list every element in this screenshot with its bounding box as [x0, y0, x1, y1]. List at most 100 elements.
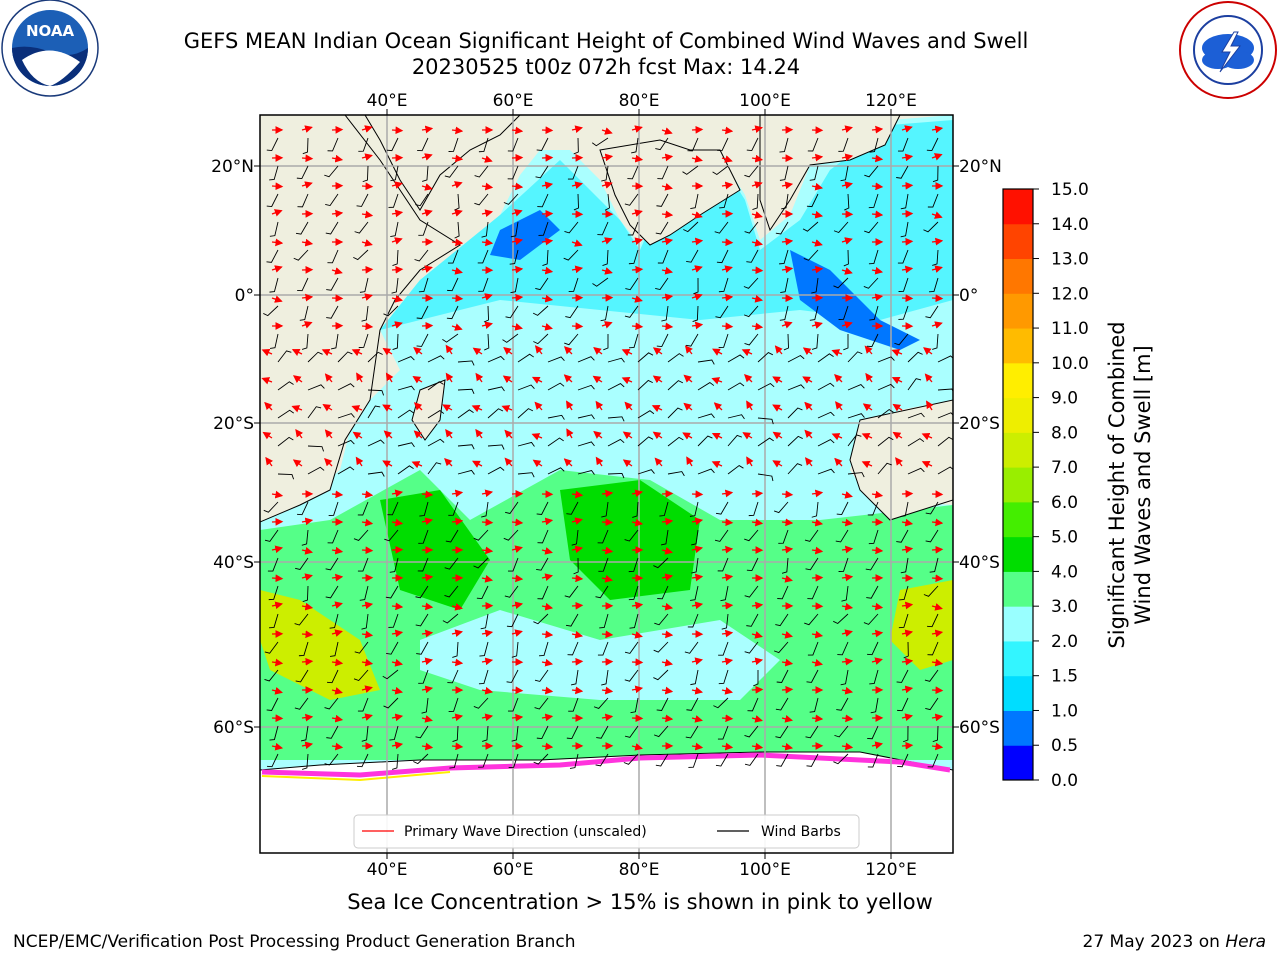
wind-barb: [775, 613, 789, 627]
wave-direction-arrow: [661, 573, 674, 582]
wave-direction-arrow: [721, 714, 734, 723]
wind-barb: [607, 383, 625, 391]
wind-barb: [444, 165, 459, 178]
wave-direction-arrow: [541, 573, 554, 581]
wind-barb: [686, 249, 699, 263]
wind-barb: [388, 193, 399, 208]
wind-barb: [817, 411, 835, 419]
wind-barb: [926, 137, 939, 152]
wave-direction-arrow: [841, 573, 854, 582]
colorbar-tick-label: 8.0: [1051, 423, 1078, 443]
wind-barb: [847, 472, 865, 478]
wind-barb: [744, 333, 759, 346]
wave-direction-arrow: [271, 658, 284, 667]
wind-barb: [900, 501, 909, 518]
wind-barb: [473, 529, 489, 541]
wind-barb: [565, 613, 579, 627]
colorbar-tick-label: 7.0: [1051, 458, 1078, 478]
wind-barb: [356, 753, 369, 768]
wind-barb: [418, 529, 429, 544]
wave-direction-arrow: [781, 685, 794, 694]
wind-barb: [697, 359, 715, 365]
wave-direction-arrow: [751, 518, 764, 527]
wind-barb: [391, 277, 399, 294]
wave-direction-arrow: [661, 714, 674, 723]
wind-barb: [480, 613, 489, 630]
wind-barb: [744, 221, 759, 234]
wind-barb: [807, 585, 819, 600]
colorbar-tick-label: 5.0: [1051, 528, 1078, 548]
wind-barb: [517, 353, 534, 363]
wave-direction-arrow: [781, 575, 793, 583]
wind-barb: [326, 725, 339, 739]
wave-direction-arrow: [481, 574, 494, 583]
wind-barb: [867, 641, 879, 656]
wind-barb: [907, 438, 925, 447]
wave-direction-arrow: [751, 742, 764, 751]
wave-direction-arrow: [563, 374, 573, 383]
wind-barb: [601, 669, 609, 686]
wave-direction-arrow: [601, 574, 614, 583]
wind-barb: [534, 697, 549, 710]
wind-barb: [727, 434, 743, 447]
wave-direction-arrow: [811, 182, 824, 191]
wave-direction-arrow: [481, 238, 494, 247]
wind-barb: [567, 165, 579, 180]
wind-barb: [482, 725, 489, 742]
wave-direction-arrow: [271, 238, 284, 247]
wind-barb: [624, 305, 639, 318]
wind-barb: [533, 333, 549, 345]
wave-direction-arrow: [411, 461, 423, 469]
wave-direction-arrow: [931, 211, 943, 219]
wind-barb: [656, 697, 669, 711]
wind-barb: [294, 613, 309, 626]
wind-barb: [264, 669, 279, 682]
wind-barb: [727, 354, 745, 363]
footer-date-text: 27 May 2023 on: [1082, 932, 1226, 952]
wind-barb: [474, 165, 489, 178]
wave-direction-arrow: [841, 321, 853, 329]
wave-direction-arrow: [531, 433, 543, 441]
lat-tick-left-20s: 20°S: [213, 414, 254, 434]
wind-barb: [907, 351, 923, 363]
wave-direction-arrow: [451, 489, 464, 498]
wind-barb: [809, 305, 819, 321]
wave-direction-arrow: [741, 349, 753, 357]
wave-direction-arrow: [631, 489, 644, 498]
wave-direction-arrow: [926, 400, 934, 411]
wave-direction-arrow: [661, 210, 674, 219]
wind-barb: [863, 277, 879, 289]
wave-direction-arrow: [901, 125, 913, 133]
colorbar-segment: [1003, 293, 1033, 329]
wind-barb: [448, 137, 459, 152]
wind-barb: [277, 473, 295, 480]
wind-barb: [357, 697, 369, 712]
wind-barb: [809, 165, 819, 181]
wind-barb: [781, 193, 789, 210]
wind-barb: [691, 557, 699, 574]
wave-direction-arrow: [804, 429, 813, 439]
colorbar-segment: [1003, 328, 1033, 364]
wind-barb: [927, 641, 939, 656]
wave-direction-arrow: [511, 518, 524, 527]
wave-direction-arrow: [421, 573, 434, 582]
wave-direction-arrow: [356, 372, 364, 383]
wave-direction-arrow: [931, 321, 943, 329]
wave-direction-arrow: [445, 344, 454, 355]
wave-direction-arrow: [691, 573, 704, 582]
wave-direction-arrow: [901, 518, 914, 527]
wave-direction-arrow: [841, 125, 853, 133]
wave-direction-arrow: [331, 267, 343, 275]
wave-direction-arrow: [541, 294, 554, 303]
wave-direction-arrow: [841, 267, 853, 275]
wind-barb: [655, 137, 669, 151]
wind-barb: [894, 333, 909, 346]
wave-direction-arrow: [751, 211, 763, 219]
wave-direction-arrow: [652, 347, 663, 356]
wind-barb: [269, 725, 279, 741]
wind-barb: [869, 305, 879, 321]
wind-barb: [781, 557, 789, 574]
wave-direction-arrow: [661, 517, 674, 526]
wind-barb: [597, 529, 609, 544]
wind-barb: [877, 356, 895, 363]
